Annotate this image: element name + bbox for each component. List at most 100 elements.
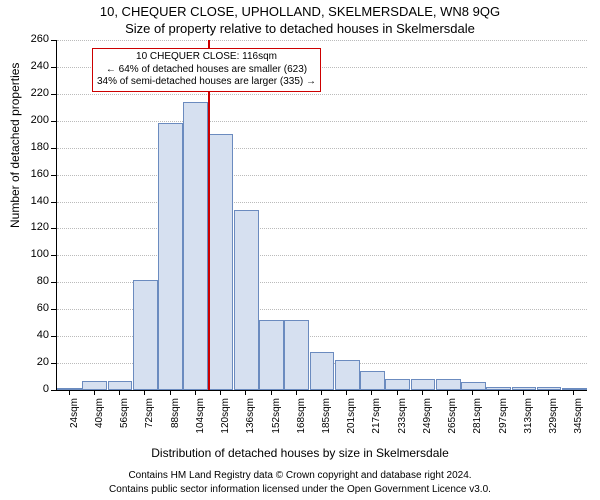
histogram-bar bbox=[461, 382, 486, 390]
y-tick bbox=[51, 282, 56, 283]
histogram-bar bbox=[385, 379, 410, 390]
x-tick bbox=[371, 390, 372, 395]
x-tick bbox=[144, 390, 145, 395]
gridline bbox=[57, 228, 587, 229]
y-axis-label: Number of detached properties bbox=[8, 63, 22, 228]
y-tick-label: 60 bbox=[24, 302, 49, 314]
chart-title-sub: Size of property relative to detached ho… bbox=[0, 21, 600, 36]
y-tick bbox=[51, 94, 56, 95]
x-tick-label: 40sqm bbox=[94, 398, 105, 448]
x-tick bbox=[321, 390, 322, 395]
y-tick-label: 100 bbox=[24, 248, 49, 260]
x-tick-label: 265sqm bbox=[447, 398, 458, 448]
y-tick-label: 20 bbox=[24, 356, 49, 368]
x-tick bbox=[69, 390, 70, 395]
histogram-bar bbox=[360, 371, 385, 390]
y-tick-label: 240 bbox=[24, 60, 49, 72]
histogram-bar bbox=[512, 387, 537, 390]
x-tick bbox=[296, 390, 297, 395]
x-tick-label: 345sqm bbox=[573, 398, 584, 448]
x-tick bbox=[245, 390, 246, 395]
x-tick bbox=[422, 390, 423, 395]
x-tick-label: 233sqm bbox=[397, 398, 408, 448]
x-tick bbox=[94, 390, 95, 395]
gridline bbox=[57, 202, 587, 203]
gridline bbox=[57, 94, 587, 95]
y-tick bbox=[51, 148, 56, 149]
histogram-bar bbox=[411, 379, 436, 390]
y-tick bbox=[51, 228, 56, 229]
x-axis-label: Distribution of detached houses by size … bbox=[0, 446, 600, 460]
x-tick bbox=[271, 390, 272, 395]
gridline bbox=[57, 148, 587, 149]
footer-line-2: Contains public sector information licen… bbox=[0, 484, 600, 495]
y-tick bbox=[51, 309, 56, 310]
annotation-box: 10 CHEQUER CLOSE: 116sqm← 64% of detache… bbox=[92, 48, 321, 92]
y-tick-label: 140 bbox=[24, 195, 49, 207]
histogram-bar bbox=[234, 210, 259, 390]
y-tick bbox=[51, 390, 56, 391]
annotation-line3: 34% of semi-detached houses are larger (… bbox=[97, 76, 316, 89]
footer-line-1: Contains HM Land Registry data © Crown c… bbox=[0, 470, 600, 481]
x-tick bbox=[346, 390, 347, 395]
x-tick-label: 297sqm bbox=[498, 398, 509, 448]
y-tick-label: 180 bbox=[24, 141, 49, 153]
x-tick-label: 185sqm bbox=[321, 398, 332, 448]
annotation-line1: 10 CHEQUER CLOSE: 116sqm bbox=[97, 51, 316, 64]
x-tick bbox=[447, 390, 448, 395]
y-tick bbox=[51, 336, 56, 337]
chart-title-main: 10, CHEQUER CLOSE, UPHOLLAND, SKELMERSDA… bbox=[0, 4, 600, 19]
x-tick bbox=[498, 390, 499, 395]
x-tick bbox=[472, 390, 473, 395]
x-tick-label: 88sqm bbox=[170, 398, 181, 448]
y-tick bbox=[51, 121, 56, 122]
x-tick bbox=[220, 390, 221, 395]
chart-container: 10, CHEQUER CLOSE, UPHOLLAND, SKELMERSDA… bbox=[0, 0, 600, 500]
x-tick bbox=[119, 390, 120, 395]
histogram-bar bbox=[486, 387, 511, 390]
reference-line bbox=[208, 40, 210, 390]
x-tick-label: 56sqm bbox=[119, 398, 130, 448]
gridline bbox=[57, 121, 587, 122]
histogram-bar bbox=[310, 352, 335, 390]
x-tick-label: 313sqm bbox=[523, 398, 534, 448]
y-tick-label: 40 bbox=[24, 329, 49, 341]
x-tick-label: 249sqm bbox=[422, 398, 433, 448]
y-tick bbox=[51, 363, 56, 364]
x-tick-label: 72sqm bbox=[144, 398, 155, 448]
gridline bbox=[57, 255, 587, 256]
y-tick bbox=[51, 202, 56, 203]
histogram-bar bbox=[57, 388, 82, 390]
y-tick bbox=[51, 175, 56, 176]
y-tick-label: 260 bbox=[24, 33, 49, 45]
x-tick-label: 329sqm bbox=[548, 398, 559, 448]
y-tick-label: 120 bbox=[24, 221, 49, 233]
histogram-bar bbox=[284, 320, 309, 390]
x-tick bbox=[397, 390, 398, 395]
annotation-line2: ← 64% of detached houses are smaller (62… bbox=[97, 64, 316, 77]
x-tick bbox=[548, 390, 549, 395]
x-tick-label: 24sqm bbox=[69, 398, 80, 448]
gridline bbox=[57, 175, 587, 176]
histogram-bar bbox=[436, 379, 461, 390]
gridline bbox=[57, 40, 587, 41]
x-tick bbox=[195, 390, 196, 395]
x-tick-label: 217sqm bbox=[371, 398, 382, 448]
y-tick bbox=[51, 40, 56, 41]
x-tick bbox=[170, 390, 171, 395]
x-tick bbox=[523, 390, 524, 395]
histogram-bar bbox=[183, 102, 208, 390]
x-tick-label: 201sqm bbox=[346, 398, 357, 448]
y-tick-label: 200 bbox=[24, 114, 49, 126]
x-tick-label: 281sqm bbox=[472, 398, 483, 448]
histogram-bar bbox=[158, 123, 183, 390]
x-tick-label: 168sqm bbox=[296, 398, 307, 448]
histogram-bar bbox=[108, 381, 133, 390]
plot-area: 10 CHEQUER CLOSE: 116sqm← 64% of detache… bbox=[56, 40, 587, 391]
y-tick bbox=[51, 67, 56, 68]
x-tick bbox=[573, 390, 574, 395]
histogram-bar bbox=[335, 360, 360, 390]
y-tick-label: 0 bbox=[24, 383, 49, 395]
x-tick-label: 152sqm bbox=[271, 398, 282, 448]
histogram-bar bbox=[133, 280, 158, 390]
